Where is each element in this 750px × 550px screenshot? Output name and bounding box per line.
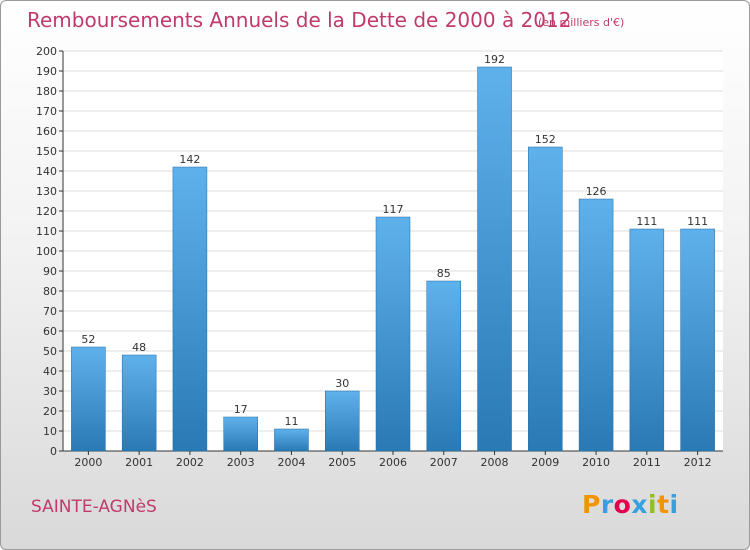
logo-letter: i: [648, 490, 658, 519]
bar-value-label: 17: [234, 403, 248, 416]
x-tick-label: 2012: [684, 456, 712, 469]
logo-letter: P: [582, 490, 601, 519]
y-tick-label: 170: [36, 105, 57, 118]
y-tick-label: 110: [36, 225, 57, 238]
chart-title: Remboursements Annuels de la Dette de 20…: [27, 8, 572, 32]
bar: [375, 216, 411, 452]
bar: [680, 228, 715, 452]
bar: [223, 416, 258, 452]
logo-letter: i: [669, 490, 679, 519]
proxiti-logo: Proxiti: [582, 490, 679, 519]
y-tick-label: 40: [43, 365, 57, 378]
bar-value-label: 192: [484, 53, 505, 66]
bar-value-label: 152: [535, 133, 556, 146]
y-tick-label: 100: [36, 245, 57, 258]
bar: [172, 166, 208, 452]
y-tick-label: 20: [43, 405, 57, 418]
bar: [274, 428, 309, 452]
commune-name: SAINTE-AGNèS: [31, 497, 157, 517]
bar-value-label: 111: [687, 215, 708, 228]
y-tick-label: 10: [43, 425, 57, 438]
y-tick-label: 80: [43, 285, 57, 298]
bar: [528, 146, 563, 452]
logo-letter: o: [613, 490, 632, 519]
x-tick-label: 2007: [430, 456, 458, 469]
bar-value-label: 85: [437, 267, 451, 280]
y-tick-label: 60: [43, 325, 57, 338]
chart-unit: (en milliers d'€): [538, 16, 625, 29]
y-tick-label: 200: [36, 45, 57, 58]
y-tick-label: 120: [36, 205, 57, 218]
bar: [324, 390, 360, 452]
y-tick-label: 90: [43, 265, 57, 278]
bar-value-label: 52: [81, 333, 95, 346]
bar-value-label: 142: [179, 153, 200, 166]
x-tick-label: 2003: [227, 456, 255, 469]
bar-value-label: 111: [636, 215, 657, 228]
logo-letter: t: [657, 490, 670, 519]
bar: [477, 66, 512, 452]
bar-value-label: 117: [383, 203, 404, 216]
bar: [121, 354, 157, 452]
bar: [578, 198, 614, 452]
x-tick-label: 2006: [379, 456, 407, 469]
bar-value-label: 126: [586, 185, 607, 198]
x-tick-label: 2000: [74, 456, 102, 469]
y-tick-label: 140: [36, 165, 57, 178]
y-tick-label: 190: [36, 65, 57, 78]
bar: [426, 280, 462, 452]
y-tick-label: 50: [43, 345, 57, 358]
y-tick-label: 160: [36, 125, 57, 138]
logo-letter: r: [600, 490, 614, 519]
x-tick-label: 2008: [481, 456, 509, 469]
bar-value-label: 48: [132, 341, 146, 354]
bar: [71, 346, 106, 452]
x-tick-label: 2009: [531, 456, 559, 469]
bar: [629, 228, 665, 452]
x-tick-label: 2002: [176, 456, 204, 469]
x-tick-label: 2005: [328, 456, 356, 469]
x-tick-label: 2001: [125, 456, 153, 469]
y-tick-label: 180: [36, 85, 57, 98]
x-tick-label: 2010: [582, 456, 610, 469]
y-tick-label: 130: [36, 185, 57, 198]
bar-value-label: 30: [335, 377, 349, 390]
y-tick-label: 30: [43, 385, 57, 398]
y-tick-label: 0: [50, 445, 57, 458]
x-tick-label: 2011: [633, 456, 661, 469]
bar-value-label: 11: [284, 415, 298, 428]
x-tick-label: 2004: [277, 456, 305, 469]
y-tick-label: 150: [36, 145, 57, 158]
logo-letter: x: [631, 490, 648, 519]
y-tick-label: 70: [43, 305, 57, 318]
